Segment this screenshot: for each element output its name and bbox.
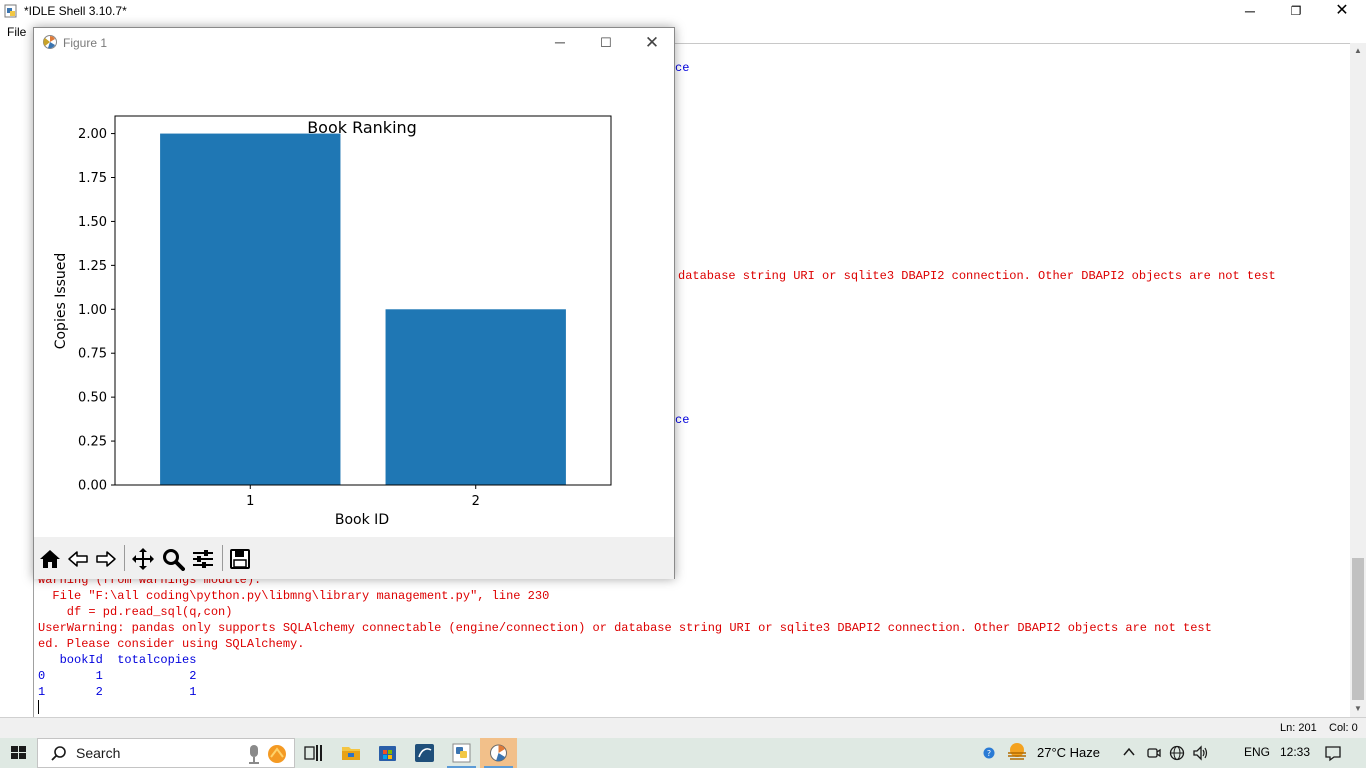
x-tick-label: 2 bbox=[472, 494, 480, 509]
text-cursor bbox=[38, 700, 39, 714]
shell-line: bookId totalcopies bbox=[38, 653, 197, 667]
notifications-icon[interactable] bbox=[1324, 744, 1342, 762]
y-tick-label: 0.25 bbox=[78, 435, 107, 450]
language-indicator[interactable]: ENG bbox=[1244, 745, 1271, 759]
forward-icon[interactable] bbox=[94, 547, 118, 571]
y-tick-label: 1.25 bbox=[78, 259, 107, 274]
svg-text:?: ? bbox=[987, 749, 991, 758]
volume-icon[interactable] bbox=[1192, 745, 1210, 761]
maximize-button[interactable]: ❐ bbox=[1290, 4, 1302, 18]
file-explorer-icon[interactable] bbox=[332, 738, 369, 768]
bar-chart: Book Ranking 0.00 0.25 0.50 0.75 1.00 1.25 1.5… bbox=[53, 115, 612, 528]
x-axis-label: Book ID bbox=[335, 512, 389, 528]
figure-minimize-button[interactable]: ─ bbox=[555, 34, 565, 50]
weather-text[interactable]: 27°C Haze bbox=[1037, 745, 1101, 760]
close-button[interactable]: ✕ bbox=[1335, 2, 1349, 19]
chart-title: Book Ranking bbox=[307, 118, 417, 137]
shell-line: 0 1 2 bbox=[38, 669, 197, 683]
configure-icon[interactable] bbox=[191, 547, 215, 571]
save-icon[interactable] bbox=[228, 547, 252, 571]
column-number: Col: 0 bbox=[1329, 722, 1358, 734]
running-indicator bbox=[447, 766, 476, 768]
network-globe-icon[interactable] bbox=[1169, 745, 1185, 761]
search-placeholder: Search bbox=[76, 745, 121, 761]
zoom-icon[interactable] bbox=[161, 547, 185, 571]
search-icon bbox=[51, 746, 66, 761]
mysql-workbench-icon[interactable] bbox=[406, 738, 443, 768]
bars-group bbox=[160, 133, 566, 486]
task-view-icon[interactable] bbox=[295, 738, 332, 768]
microphone-icon bbox=[249, 745, 259, 764]
meet-now-icon[interactable] bbox=[1146, 745, 1162, 761]
figure-maximize-button[interactable]: ☐ bbox=[600, 35, 612, 50]
matplotlib-icon bbox=[43, 35, 57, 49]
vertical-scrollbar[interactable]: ▲ ▼ bbox=[1350, 43, 1366, 717]
y-axis-label: Copies Issued bbox=[53, 253, 69, 350]
windows-start-icon[interactable] bbox=[0, 738, 37, 768]
pan-icon[interactable] bbox=[131, 547, 155, 571]
figure-close-button[interactable]: ✕ bbox=[644, 33, 660, 52]
idle-window-title: *IDLE Shell 3.10.7* bbox=[24, 4, 127, 18]
figure-canvas[interactable]: Book Ranking 0.00 0.25 0.50 0.75 1.00 1.25 1.5… bbox=[34, 57, 674, 537]
taskbar-app-figure[interactable] bbox=[480, 738, 517, 768]
back-icon[interactable] bbox=[66, 547, 90, 571]
shell-line: ce bbox=[675, 413, 690, 427]
y-axis-ticks: 0.00 0.25 0.50 0.75 1.00 1.25 1.50 1.75 2.00 bbox=[78, 127, 115, 494]
y-tick-label: 1.75 bbox=[78, 171, 107, 186]
shell-line: ed. Please consider using SQLAlchemy. bbox=[38, 637, 305, 651]
shell-gutter bbox=[0, 43, 34, 717]
shell-line: File "F:\all coding\python.py\libmng\lib… bbox=[38, 589, 550, 603]
store-icon[interactable] bbox=[369, 738, 406, 768]
bar-1 bbox=[160, 133, 341, 486]
figure-title: Figure 1 bbox=[63, 36, 108, 50]
shell-line: database string URI or sqlite3 DBAPI2 co… bbox=[678, 269, 1276, 283]
y-tick-label: 2.00 bbox=[78, 127, 107, 142]
taskbar-app-idle[interactable] bbox=[443, 738, 480, 768]
x-tick-label: 1 bbox=[246, 494, 254, 509]
matplotlib-taskbar-icon bbox=[490, 744, 507, 762]
y-tick-label: 0.00 bbox=[78, 479, 107, 494]
running-indicator bbox=[484, 766, 513, 768]
line-number: Ln: 201 bbox=[1280, 722, 1317, 734]
figure-titlebar[interactable]: Figure 1 ─ ☐ ✕ bbox=[34, 28, 674, 57]
search-highlight-icon[interactable] bbox=[266, 743, 288, 765]
clock[interactable]: 12:33 bbox=[1280, 745, 1311, 759]
shell-line: 1 2 1 bbox=[38, 685, 197, 699]
idle-titlebar[interactable]: *IDLE Shell 3.10.7* ─ ❐ ✕ bbox=[0, 0, 1366, 22]
menu-file[interactable]: File bbox=[7, 25, 27, 39]
y-tick-label: 0.75 bbox=[78, 347, 107, 362]
y-tick-label: 0.50 bbox=[78, 391, 107, 406]
scroll-up-arrow-icon[interactable]: ▲ bbox=[1354, 46, 1362, 55]
taskbar-search-box[interactable]: Search bbox=[37, 738, 295, 768]
status-bar: Ln: 201 Col: 0 bbox=[0, 717, 1366, 738]
chevron-up-icon[interactable] bbox=[1122, 746, 1136, 758]
toolbar-separator bbox=[222, 545, 223, 571]
y-tick-label: 1.50 bbox=[78, 215, 107, 230]
idle-app-icon bbox=[4, 4, 17, 18]
help-icon[interactable]: ? bbox=[983, 747, 995, 759]
toolbar-separator bbox=[124, 545, 125, 571]
minimize-button[interactable]: ─ bbox=[1245, 3, 1255, 19]
bar-2 bbox=[385, 309, 566, 485]
y-tick-label: 1.00 bbox=[78, 303, 107, 318]
scrollbar-thumb[interactable] bbox=[1352, 558, 1364, 700]
scroll-down-arrow-icon[interactable]: ▼ bbox=[1354, 704, 1362, 713]
home-icon[interactable] bbox=[38, 547, 62, 571]
shell-line: df = pd.read_sql(q,con) bbox=[38, 605, 233, 619]
weather-haze-icon[interactable] bbox=[1005, 740, 1029, 764]
figure-toolbar bbox=[34, 537, 674, 579]
taskbar: Search bbox=[0, 738, 1366, 768]
python-idle-icon bbox=[452, 743, 471, 763]
figure-window[interactable]: Figure 1 ─ ☐ ✕ Book Ranking 0.00 0.25 0.50… bbox=[33, 27, 675, 579]
shell-line: UserWarning: pandas only supports SQLAlc… bbox=[38, 621, 1212, 635]
shell-line: ce bbox=[675, 61, 690, 75]
axes-frame bbox=[114, 115, 612, 486]
